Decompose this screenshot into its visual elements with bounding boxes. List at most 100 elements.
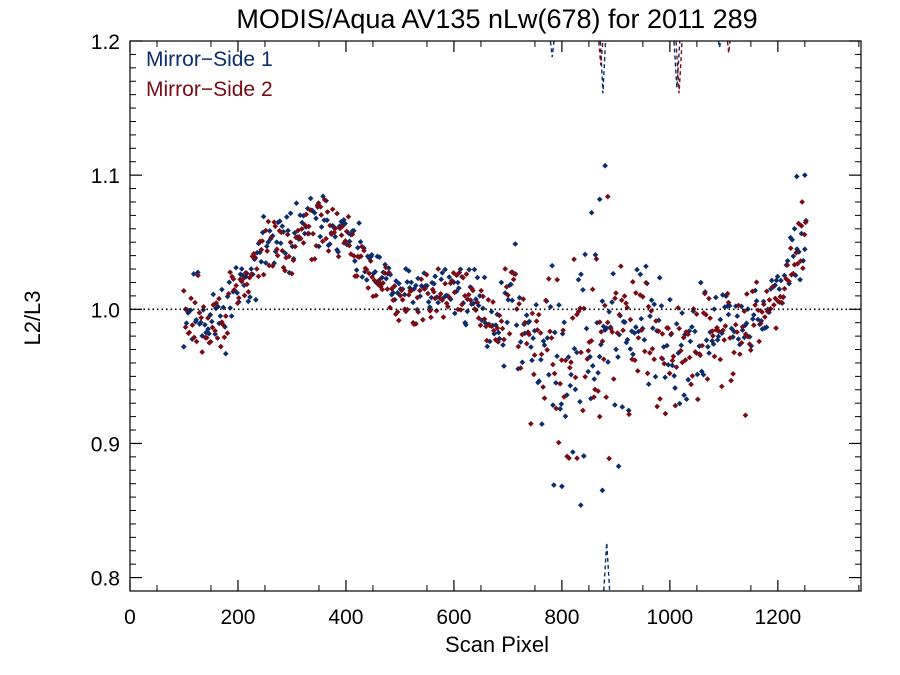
data-point xyxy=(752,302,758,308)
data-point xyxy=(531,352,538,358)
data-point xyxy=(224,330,231,336)
data-point xyxy=(766,297,773,303)
data-point xyxy=(195,272,201,279)
data-point xyxy=(602,162,608,169)
data-point xyxy=(789,236,795,243)
data-point xyxy=(623,300,629,307)
data-point xyxy=(463,271,470,277)
data-point xyxy=(647,350,653,356)
data-point xyxy=(446,294,452,300)
data-point xyxy=(652,373,659,380)
data-point xyxy=(376,277,382,284)
data-point xyxy=(477,322,484,329)
data-point xyxy=(420,316,426,323)
data-point xyxy=(386,269,392,276)
data-point xyxy=(240,276,246,282)
data-point xyxy=(512,241,519,247)
data-point xyxy=(681,392,687,398)
data-point xyxy=(369,274,375,280)
data-point xyxy=(193,316,200,323)
data-point xyxy=(710,341,717,347)
data-point xyxy=(632,357,638,364)
data-point xyxy=(598,329,605,335)
data-point xyxy=(603,394,610,401)
data-point xyxy=(551,370,558,377)
data-point xyxy=(605,359,611,365)
data-point xyxy=(255,273,262,280)
data-point xyxy=(588,209,595,216)
data-point xyxy=(734,329,740,335)
data-point xyxy=(753,279,760,286)
data-point xyxy=(790,270,797,277)
data-point xyxy=(279,223,286,230)
data-point xyxy=(435,266,442,272)
data-point xyxy=(278,229,285,236)
data-point xyxy=(641,348,648,355)
data-point xyxy=(495,339,501,345)
data-point xyxy=(599,338,606,345)
data-point xyxy=(253,296,259,303)
data-point xyxy=(557,406,564,412)
data-point xyxy=(689,373,696,379)
data-point xyxy=(212,328,218,334)
data-point xyxy=(574,455,580,462)
data-point xyxy=(513,322,520,329)
data-point xyxy=(382,270,388,277)
data-point xyxy=(697,279,704,286)
data-point xyxy=(180,288,187,294)
data-point xyxy=(757,320,764,327)
data-point xyxy=(781,285,788,292)
data-point xyxy=(495,329,502,336)
data-point xyxy=(438,276,445,283)
data-point xyxy=(353,267,360,273)
data-point xyxy=(196,309,203,316)
data-point xyxy=(596,353,603,360)
data-point xyxy=(570,449,576,455)
data-point xyxy=(318,212,325,218)
data-point xyxy=(456,269,463,276)
data-point xyxy=(191,334,197,341)
data-point xyxy=(595,369,601,376)
data-point xyxy=(802,172,808,178)
data-point xyxy=(258,258,265,265)
data-point xyxy=(784,258,791,264)
data-point xyxy=(182,324,189,331)
legend-entry-mirror-side-1: Mirror−Side 1 xyxy=(146,48,273,71)
data-point xyxy=(615,354,621,360)
data-point xyxy=(760,301,767,308)
data-point xyxy=(536,378,542,384)
data-point xyxy=(687,338,694,345)
data-point xyxy=(547,303,554,310)
data-point xyxy=(430,289,437,295)
data-point xyxy=(459,301,465,308)
data-point xyxy=(317,204,324,210)
data-point xyxy=(630,351,636,358)
data-point xyxy=(464,308,471,315)
data-point xyxy=(555,439,562,446)
data-point xyxy=(440,314,447,320)
data-point xyxy=(759,309,765,315)
data-point xyxy=(384,286,391,292)
data-point xyxy=(725,311,732,318)
data-point xyxy=(279,247,286,254)
data-point xyxy=(408,287,415,294)
data-point xyxy=(274,252,281,259)
data-point xyxy=(404,279,411,285)
dashed-excursion-line xyxy=(673,41,681,88)
data-point xyxy=(669,357,676,364)
data-point xyxy=(769,284,776,290)
data-point xyxy=(535,311,542,318)
data-point xyxy=(664,342,670,349)
data-point xyxy=(432,273,438,280)
data-point xyxy=(756,338,762,345)
data-point xyxy=(437,290,444,297)
data-point xyxy=(198,319,204,326)
data-point xyxy=(325,248,332,254)
data-point xyxy=(549,262,555,269)
data-point xyxy=(700,371,707,378)
data-point xyxy=(654,403,660,410)
data-point xyxy=(545,275,552,282)
data-point xyxy=(694,371,701,378)
dashed-excursion-line xyxy=(603,542,611,591)
data-point xyxy=(566,455,572,461)
